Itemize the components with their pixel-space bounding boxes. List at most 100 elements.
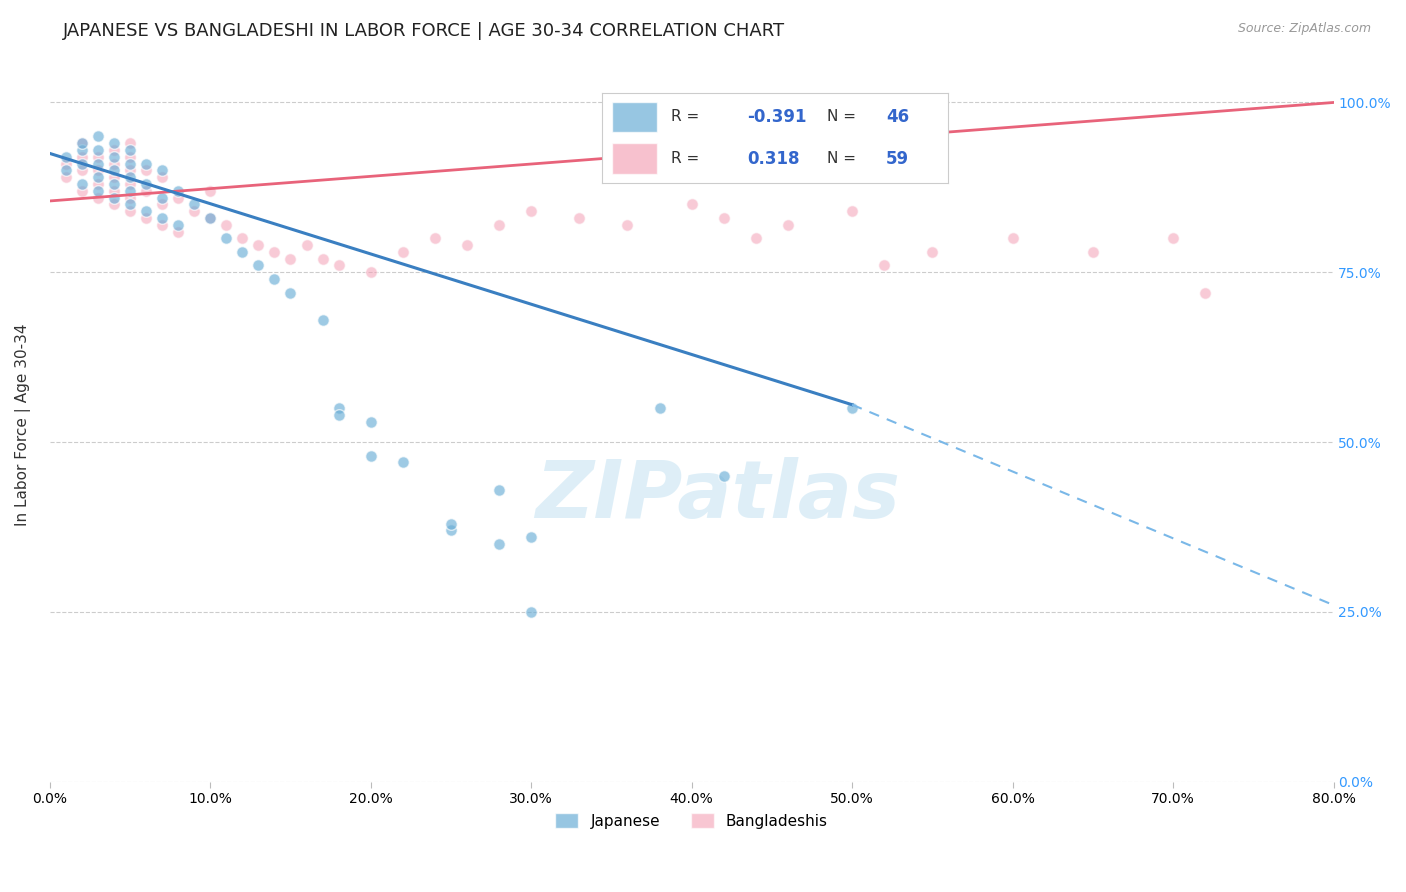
Point — [103, 184, 125, 198]
Point — [215, 218, 238, 232]
Point — [118, 170, 141, 185]
Point — [87, 163, 110, 178]
Point — [103, 177, 125, 191]
Point — [87, 177, 110, 191]
Point — [167, 225, 190, 239]
Point — [70, 177, 93, 191]
Point — [150, 163, 173, 178]
Point — [135, 211, 157, 225]
Point — [328, 401, 350, 416]
Point — [118, 163, 141, 178]
Point — [70, 136, 93, 151]
Point — [520, 605, 543, 619]
Point — [103, 163, 125, 178]
Point — [263, 244, 285, 259]
Point — [488, 218, 510, 232]
Point — [55, 150, 77, 164]
Point — [841, 401, 863, 416]
Point — [648, 401, 671, 416]
Point — [103, 197, 125, 211]
Point — [231, 231, 253, 245]
Point — [118, 136, 141, 151]
Point — [70, 156, 93, 170]
Point — [776, 218, 799, 232]
Point — [200, 184, 222, 198]
Point — [215, 231, 238, 245]
Point — [183, 197, 205, 211]
Point — [103, 150, 125, 164]
Point — [118, 156, 141, 170]
Point — [616, 218, 638, 232]
Legend: Japanese, Bangladeshis: Japanese, Bangladeshis — [550, 807, 834, 835]
Point — [70, 136, 93, 151]
Point — [135, 163, 157, 178]
Point — [103, 143, 125, 157]
Point — [118, 143, 141, 157]
Point — [167, 190, 190, 204]
Point — [311, 252, 333, 266]
Point — [70, 150, 93, 164]
Point — [1001, 231, 1024, 245]
Point — [87, 129, 110, 144]
Point — [568, 211, 591, 225]
Point — [70, 184, 93, 198]
Point — [520, 530, 543, 544]
Point — [87, 150, 110, 164]
Point — [263, 272, 285, 286]
Point — [200, 211, 222, 225]
Y-axis label: In Labor Force | Age 30-34: In Labor Force | Age 30-34 — [15, 324, 31, 526]
Point — [1161, 231, 1184, 245]
Point — [150, 197, 173, 211]
Point — [391, 455, 413, 469]
Point — [280, 285, 302, 300]
Text: ZIPatlas: ZIPatlas — [534, 458, 900, 535]
Point — [167, 218, 190, 232]
Point — [150, 211, 173, 225]
Point — [841, 204, 863, 219]
Point — [328, 259, 350, 273]
Point — [103, 156, 125, 170]
Point — [118, 190, 141, 204]
Point — [681, 197, 703, 211]
Point — [488, 483, 510, 497]
Point — [118, 197, 141, 211]
Point — [280, 252, 302, 266]
Point — [921, 244, 943, 259]
Point — [103, 136, 125, 151]
Point — [713, 211, 735, 225]
Point — [456, 238, 478, 252]
Point — [87, 190, 110, 204]
Point — [295, 238, 318, 252]
Point — [423, 231, 446, 245]
Point — [70, 143, 93, 157]
Point — [167, 184, 190, 198]
Point — [150, 218, 173, 232]
Point — [103, 170, 125, 185]
Point — [391, 244, 413, 259]
Text: JAPANESE VS BANGLADESHI IN LABOR FORCE | AGE 30-34 CORRELATION CHART: JAPANESE VS BANGLADESHI IN LABOR FORCE |… — [63, 22, 786, 40]
Point — [135, 204, 157, 219]
Point — [1194, 285, 1216, 300]
Text: Source: ZipAtlas.com: Source: ZipAtlas.com — [1237, 22, 1371, 36]
Point — [135, 156, 157, 170]
Point — [440, 516, 463, 531]
Point — [150, 170, 173, 185]
Point — [520, 204, 543, 219]
Point — [745, 231, 768, 245]
Point — [87, 156, 110, 170]
Point — [360, 449, 382, 463]
Point — [118, 204, 141, 219]
Point — [70, 163, 93, 178]
Point — [103, 190, 125, 204]
Point — [55, 156, 77, 170]
Point — [247, 259, 270, 273]
Point — [311, 313, 333, 327]
Point — [231, 244, 253, 259]
Point — [328, 408, 350, 422]
Point — [87, 170, 110, 185]
Point — [150, 190, 173, 204]
Point — [488, 537, 510, 551]
Point — [87, 184, 110, 198]
Point — [247, 238, 270, 252]
Point — [360, 265, 382, 279]
